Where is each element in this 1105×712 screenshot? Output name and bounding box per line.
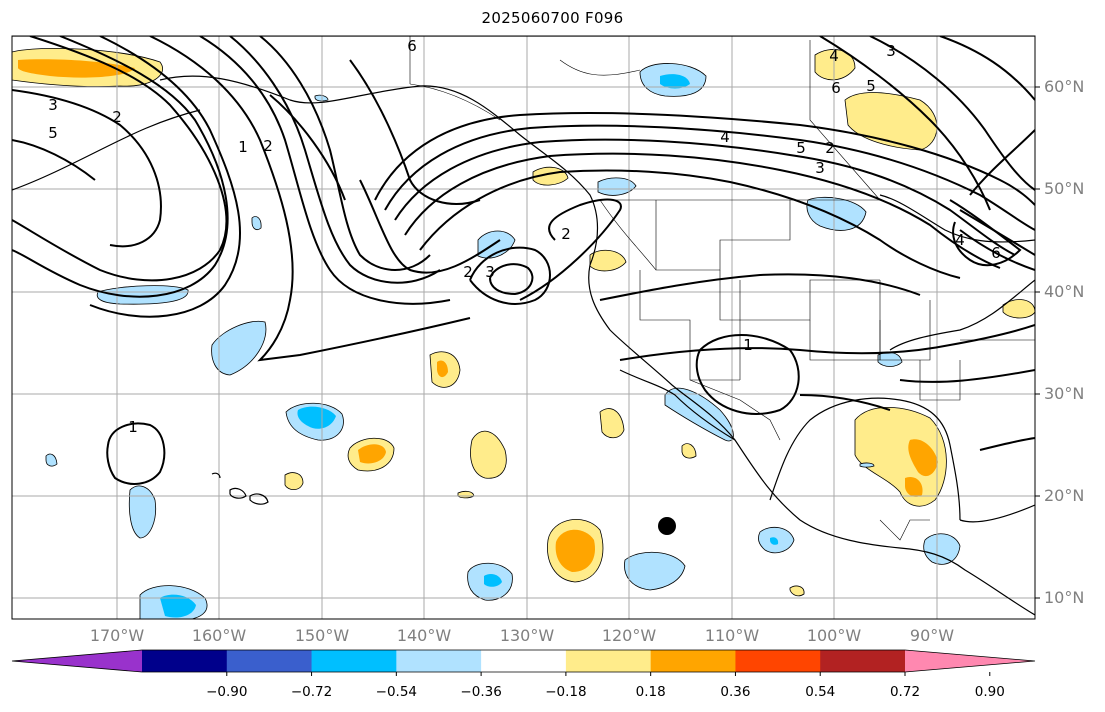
storm-center-marker xyxy=(658,517,676,535)
contour-label: 6 xyxy=(831,79,841,97)
contour-label: 2 xyxy=(825,139,835,157)
contour-label: 5 xyxy=(796,139,806,157)
colorbar-tick-label: 0.36 xyxy=(720,684,751,700)
contour-label: 3 xyxy=(815,159,825,177)
colorbar-tick-label: −0.18 xyxy=(545,684,587,700)
lat-label-10n: 10°N xyxy=(1044,588,1085,607)
colorbar-segment xyxy=(565,650,652,672)
colorbar-tick-label: −0.90 xyxy=(206,684,248,700)
colorbar-segment xyxy=(226,650,313,672)
colorbar xyxy=(11,649,1036,676)
contour-label: 6 xyxy=(407,37,417,55)
colorbar-segment xyxy=(481,650,567,672)
colorbar-tick-label: −0.72 xyxy=(290,684,333,700)
colorbar-tick-label: 0.18 xyxy=(635,684,666,700)
colorbar-segment xyxy=(735,650,821,672)
lat-label-20n: 20°N xyxy=(1044,486,1085,505)
lon-label-140w: 140°W xyxy=(396,626,452,645)
contour-label: 1 xyxy=(743,336,753,354)
colorbar-extend-max xyxy=(905,650,1035,672)
lon-label-160w: 160°W xyxy=(191,626,247,645)
colorbar-outline xyxy=(11,649,1036,673)
contour-lines xyxy=(12,36,1035,485)
colorbar-tick-label: −0.54 xyxy=(375,684,418,700)
lon-label-90w: 90°W xyxy=(909,626,955,645)
lon-label-100w: 100°W xyxy=(806,626,862,645)
colorbar-segment xyxy=(650,650,736,672)
lat-label-40n: 40°N xyxy=(1044,282,1085,301)
contour-label: 2 xyxy=(561,225,571,243)
contour-label: 5 xyxy=(866,77,876,95)
political-borders xyxy=(409,36,1035,541)
contour-label: 2 xyxy=(263,137,273,155)
contour-value-labels: 6 3 2 5 1 2 2 4 5 3 2 3 2 1 1 4 6 5 4 3 … xyxy=(48,37,1001,436)
contour-label: 3 xyxy=(485,263,495,281)
colorbar-segment xyxy=(311,650,397,672)
contour-label: 1 xyxy=(238,138,248,156)
lat-label-60n: 60°N xyxy=(1044,77,1085,96)
lon-label-170w: 170°W xyxy=(89,626,145,645)
contour-label: 2 xyxy=(463,263,473,281)
contour-label: 2 xyxy=(112,108,122,126)
contour-label: 4 xyxy=(720,128,730,146)
lon-label-150w: 150°W xyxy=(294,626,350,645)
graticule xyxy=(12,36,1035,619)
colorbar-tick-label: 0.54 xyxy=(805,684,836,700)
contour-label: 5 xyxy=(48,124,58,142)
contour-label: 3 xyxy=(48,96,58,114)
lon-label-130w: 130°W xyxy=(499,626,555,645)
contour-label: 4 xyxy=(829,47,839,65)
lat-ticks xyxy=(1035,86,1040,599)
coastlines xyxy=(12,36,1035,616)
contour-label: 4 xyxy=(955,231,965,249)
map-title: 2025060700 F096 xyxy=(481,9,624,27)
contour-label: 6 xyxy=(991,244,1001,262)
lat-label-30n: 30°N xyxy=(1044,384,1085,403)
lon-label-110w: 110°W xyxy=(704,626,760,645)
colorbar-tick-label: −0.36 xyxy=(460,684,502,700)
colorbar-tick-label: 0.90 xyxy=(974,684,1005,700)
colorbar-tick-label: 0.72 xyxy=(889,684,921,700)
colorbar-extend-min xyxy=(12,650,142,672)
colorbar-segment xyxy=(142,650,228,672)
lat-label-50n: 50°N xyxy=(1044,179,1085,198)
colorbar-segment xyxy=(820,650,906,672)
contour-label: 3 xyxy=(886,42,896,60)
colorbar-segment xyxy=(396,650,482,672)
map-border xyxy=(11,35,1036,620)
lon-label-120w: 120°W xyxy=(601,626,657,645)
contour-label: 1 xyxy=(128,418,138,436)
